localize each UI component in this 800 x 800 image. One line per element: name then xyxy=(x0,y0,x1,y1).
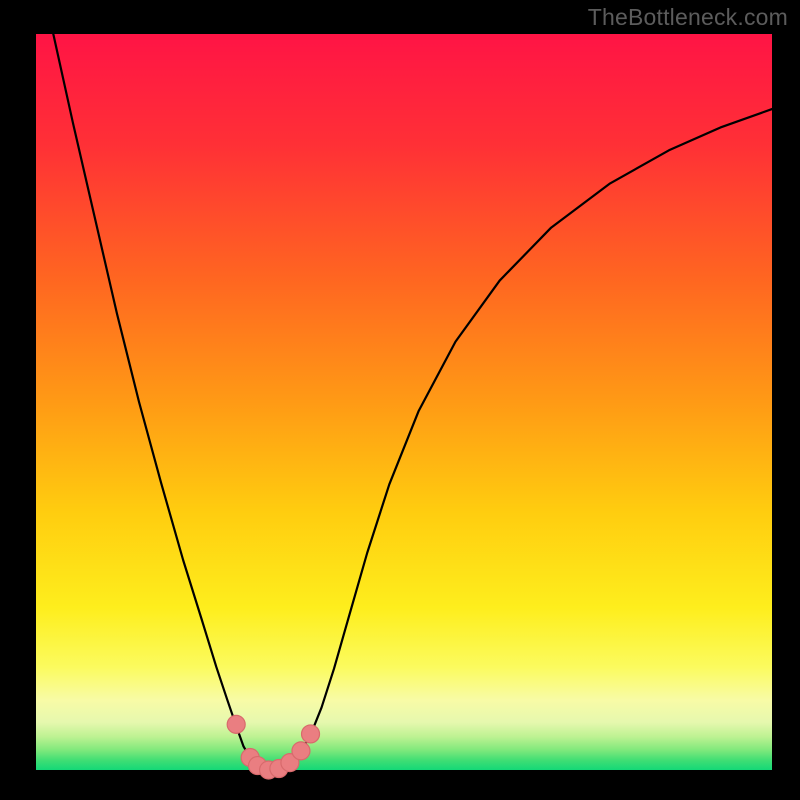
bottleneck-chart xyxy=(0,0,800,800)
marker-point xyxy=(302,725,320,743)
marker-point xyxy=(227,715,245,733)
chart-container: { "watermark": "TheBottleneck.com", "cha… xyxy=(0,0,800,800)
watermark-text: TheBottleneck.com xyxy=(588,4,788,31)
plot-background xyxy=(36,34,772,770)
marker-point xyxy=(292,742,310,760)
